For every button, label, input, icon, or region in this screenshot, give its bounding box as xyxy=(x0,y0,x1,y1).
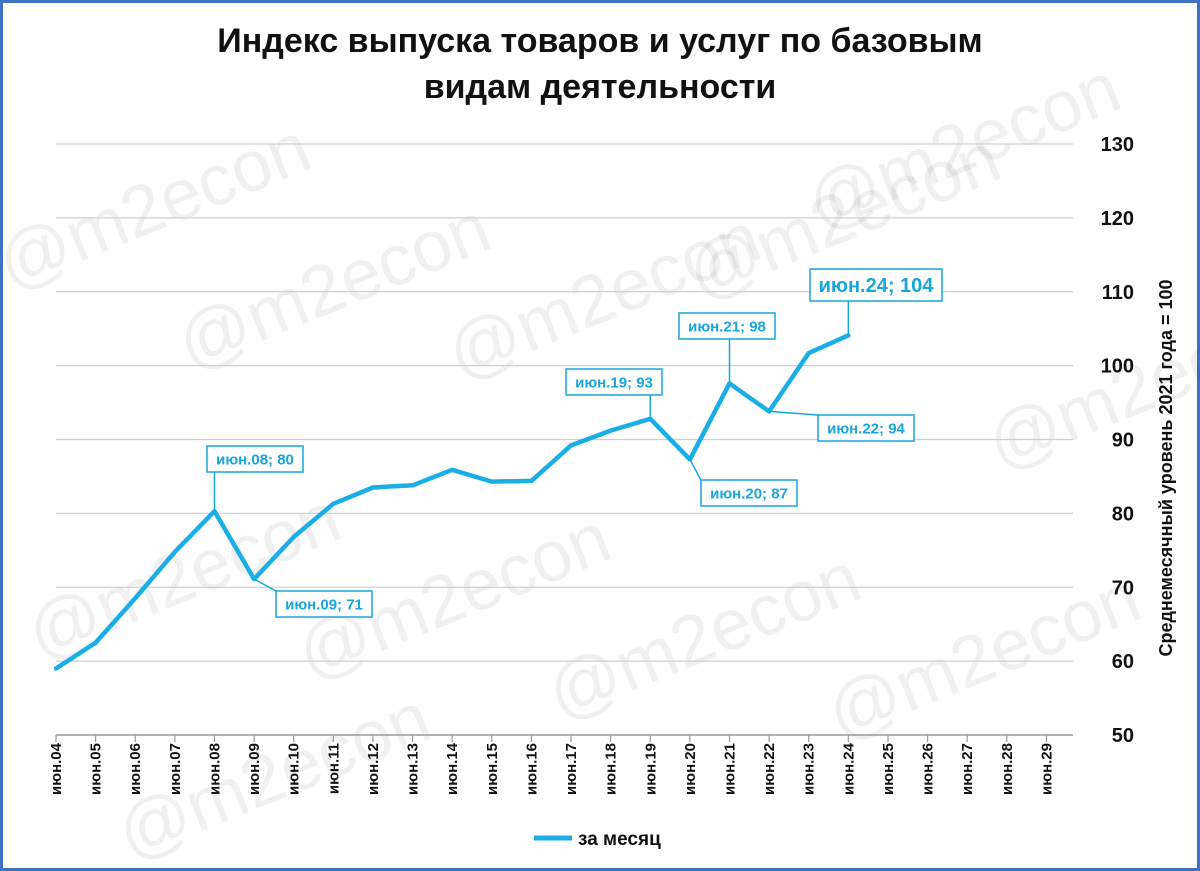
x-tick-label: июн.06 xyxy=(127,743,144,795)
annotation-box xyxy=(206,445,304,473)
x-axis-ticks: июн.04 июн.05 июн.06 июн.07 июн.08 июн.09 июн.… xyxy=(48,735,1055,795)
x-tick-label: июн.20 xyxy=(682,743,699,795)
x-tick-label: июн.18 xyxy=(603,743,620,795)
annotation-box xyxy=(678,312,776,340)
watermark-text: @m2econ xyxy=(106,677,441,871)
annotation-label: июн.09; 71 xyxy=(285,596,363,613)
x-tick-label: июн.21 xyxy=(722,743,739,795)
annotation-label: июн.24; 104 xyxy=(819,275,935,297)
x-tick-label: июн.15 xyxy=(484,743,501,795)
watermark-text: @m2econ xyxy=(796,47,1131,245)
x-tick-label: июн.27 xyxy=(959,743,976,795)
x-tick-label: июн.26 xyxy=(920,743,937,795)
y-tick-label: 90 xyxy=(1112,430,1134,452)
x-tick-label: июн.07 xyxy=(167,743,184,795)
annotation-label: июн.22; 94 xyxy=(827,420,905,437)
x-tick-label: июн.14 xyxy=(444,742,461,795)
x-tick-label: июн.19 xyxy=(642,743,659,795)
annotation-leader xyxy=(253,578,277,592)
chart-title: Индекс выпуска товаров и услуг по базовы… xyxy=(0,18,1200,110)
x-tick-label: июн.08 xyxy=(206,743,223,795)
y-tick-label: 70 xyxy=(1112,577,1134,599)
y-tick-label: 80 xyxy=(1112,503,1134,525)
x-tick-label: июн.13 xyxy=(405,743,422,795)
chart-title-line-2: видам деятельности xyxy=(423,68,777,106)
annotation-box xyxy=(275,590,373,618)
gridlines xyxy=(56,143,1073,736)
annotation-box xyxy=(809,268,943,302)
x-tick-label: июн.25 xyxy=(880,743,897,795)
annotation-label: июн.21; 98 xyxy=(688,318,766,335)
x-tick-label: июн.23 xyxy=(801,743,818,795)
y-axis-ticks: 50 60 70 80 90 100 110 120 130 xyxy=(1101,134,1134,747)
x-tick-label: июн.28 xyxy=(999,743,1016,795)
legend-entry-za-mesyac: за месяц xyxy=(578,829,661,850)
y-tick-label: 50 xyxy=(1112,725,1134,747)
legend: за месяц xyxy=(534,829,661,850)
annotation-box xyxy=(565,368,663,396)
x-tick-label: июн.24 xyxy=(840,742,857,795)
x-tick-label: июн.09 xyxy=(246,743,263,795)
series-line-za-mesyac xyxy=(53,333,851,671)
x-tick-label: июн.11 xyxy=(325,743,342,794)
data-annotations: июн.08; 80 июн.09; 71 июн.19; 93 июн.20; 87… xyxy=(206,268,943,618)
y-tick-label: 60 xyxy=(1112,651,1134,673)
y-tick-label: 120 xyxy=(1101,208,1134,230)
y-tick-label: 110 xyxy=(1102,282,1134,304)
annotation-leader xyxy=(769,410,819,416)
annotation-label: июн.08; 80 xyxy=(216,451,294,468)
y-tick-label: 130 xyxy=(1101,134,1134,156)
annotation-label: июн.19; 93 xyxy=(575,374,653,391)
series-lines xyxy=(53,333,851,671)
x-tick-label: июн.04 xyxy=(48,742,65,795)
x-tick-label: июн.12 xyxy=(365,743,382,795)
annotation-box xyxy=(817,414,915,442)
annotation-box xyxy=(700,479,798,507)
x-tick-label: июн.16 xyxy=(523,743,540,795)
x-tick-label: июн.17 xyxy=(563,743,580,795)
x-tick-label: июн.22 xyxy=(761,743,778,795)
x-tick-label: июн.05 xyxy=(88,743,105,795)
annotation-label: июн.20; 87 xyxy=(710,485,788,502)
y-axis-label: Среднемесячный уровень 2021 года = 100 xyxy=(1156,279,1176,656)
x-tick-label: июн.10 xyxy=(286,743,303,795)
y-tick-label: 100 xyxy=(1101,356,1134,378)
annotation-leader xyxy=(689,459,702,481)
chart-title-line-1: Индекс выпуска товаров и услуг по базовы… xyxy=(217,22,983,60)
x-tick-label: июн.29 xyxy=(1038,743,1055,795)
